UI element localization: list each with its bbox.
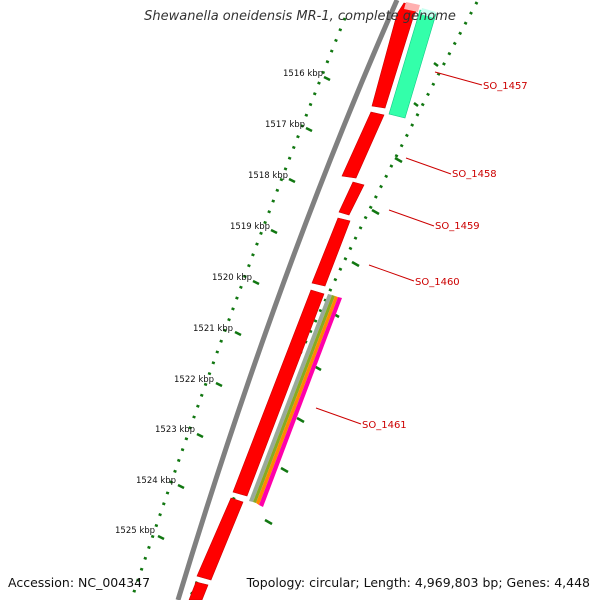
cds-arrow	[196, 497, 244, 581]
kbp-label-1516: 1516 kbp	[283, 69, 323, 79]
cog-stripe-orange	[256, 296, 338, 505]
kbp-tick	[196, 432, 204, 439]
cds-arrow	[341, 111, 385, 179]
outer-tick	[413, 102, 419, 107]
cog-feature-stripes	[249, 294, 342, 507]
kbp-tick	[234, 330, 242, 337]
kbp-label-1523: 1523 kbp	[155, 425, 195, 435]
leader-line	[405, 157, 452, 175]
outer-ring-ticks	[264, 62, 439, 526]
kbp-label-1519: 1519 kbp	[230, 222, 270, 232]
cog-stripe-grey	[249, 294, 332, 502]
outer-tick	[351, 260, 360, 268]
cds-arrow	[311, 217, 351, 287]
gene-label-SO_1461: SO_1461	[362, 420, 407, 431]
outer-tick	[433, 62, 439, 67]
kbp-label-1518: 1518 kbp	[248, 171, 288, 181]
kbp-label-1521: 1521 kbp	[193, 324, 233, 334]
outer-tick	[296, 416, 305, 424]
gene-label-SO_1460: SO_1460	[415, 277, 460, 288]
kbp-label-1522: 1522 kbp	[174, 375, 214, 385]
kbp-tick	[215, 381, 223, 388]
kbp-tick	[305, 126, 313, 133]
outer-tick	[264, 518, 273, 526]
gene-label-SO_1457: SO_1457	[483, 81, 528, 92]
leader-line	[388, 209, 435, 227]
cds-arrow	[338, 181, 365, 216]
accession-text: Accession: NC_004347	[8, 575, 151, 590]
kbp-label-1520: 1520 kbp	[212, 273, 252, 283]
cog-feature-teal-faded	[420, 8, 436, 18]
cog-stripe-olive	[253, 295, 335, 503]
kbp-tick	[252, 279, 260, 286]
outer-tick	[280, 466, 289, 474]
kbp-label-1524: 1524 kbp	[136, 476, 176, 486]
genome-summary-text: Topology: circular; Length: 4,969,803 bp…	[246, 575, 590, 590]
inner-ring-ticks	[157, 75, 331, 541]
kbp-tick	[323, 75, 331, 82]
kbp-tick	[270, 228, 278, 235]
cog-stripe-pink	[259, 297, 342, 507]
leader-line	[368, 264, 415, 282]
cds-arrow	[188, 581, 209, 600]
inner-dotted-ring	[130, 17, 347, 599]
cds-arrow	[232, 289, 325, 497]
forward-cds-track	[188, 2, 419, 600]
outer-tick	[394, 156, 403, 164]
leader-line	[315, 407, 362, 425]
cds-arrow-faded	[404, 2, 420, 12]
kbp-tick	[157, 534, 165, 541]
genome-backbone	[175, 0, 400, 600]
kbp-label-1525: 1525 kbp	[115, 526, 155, 536]
leader-line	[434, 71, 483, 86]
genome-title: Shewanella oneidensis MR-1, complete gen…	[144, 9, 456, 24]
gene-label-SO_1458: SO_1458	[452, 169, 497, 180]
gene-label-SO_1459: SO_1459	[435, 221, 480, 232]
kbp-label-1517: 1517 kbp	[265, 120, 305, 130]
kbp-tick	[177, 483, 185, 490]
outer-tick	[371, 208, 380, 216]
kbp-tick	[288, 177, 296, 184]
gene-leader-lines	[315, 71, 483, 425]
